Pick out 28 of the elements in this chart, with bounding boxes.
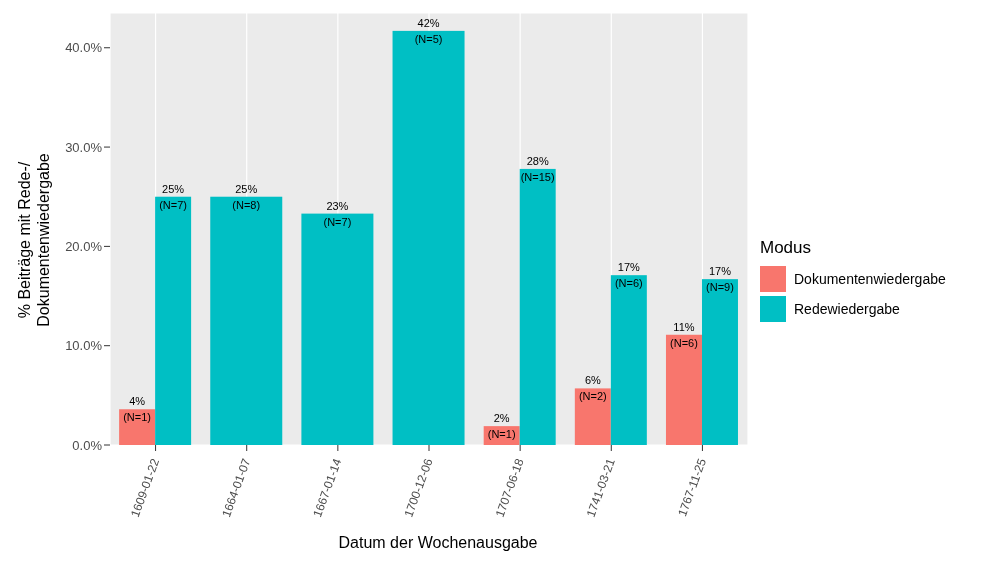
data-label: 42% (N=5) bbox=[414, 16, 443, 45]
legend-label: Redewiedergabe bbox=[794, 300, 900, 317]
x-axis-title: Datum der Wochenausgabe bbox=[338, 534, 538, 551]
legend-title: Modus bbox=[760, 237, 813, 258]
bar bbox=[665, 334, 702, 445]
y-tick-label: 10.0% bbox=[65, 338, 103, 354]
bar bbox=[701, 279, 738, 445]
bar bbox=[119, 409, 156, 445]
bar bbox=[574, 388, 611, 445]
y-tick-label: 20.0% bbox=[65, 238, 103, 254]
data-label: 25% (N=7) bbox=[159, 182, 188, 211]
data-label: 11% (N=6) bbox=[670, 320, 698, 349]
data-label: 17% (N=9) bbox=[706, 265, 734, 294]
data-label: 23% (N=7) bbox=[323, 199, 352, 228]
bar bbox=[610, 275, 647, 445]
y-tick-label: 30.0% bbox=[65, 139, 103, 155]
data-label: 2% (N=1) bbox=[487, 412, 516, 441]
bar bbox=[155, 196, 192, 445]
data-label: 17% (N=6) bbox=[614, 261, 643, 290]
data-label: 4% (N=1) bbox=[123, 395, 152, 424]
data-label: 28% (N=15) bbox=[520, 154, 555, 183]
y-tick-label: 0.0% bbox=[72, 437, 103, 453]
legend-label: Dokumentenwiedergabe bbox=[794, 270, 946, 287]
y-axis-title: % Beiträge mit Rede-/ Dokumentenwiedergabe bbox=[16, 153, 52, 327]
data-label: 25% (N=8) bbox=[232, 182, 261, 211]
bar bbox=[519, 168, 556, 445]
y-tick-label: 40.0% bbox=[65, 40, 103, 56]
data-label: 6% (N=2) bbox=[578, 374, 607, 403]
